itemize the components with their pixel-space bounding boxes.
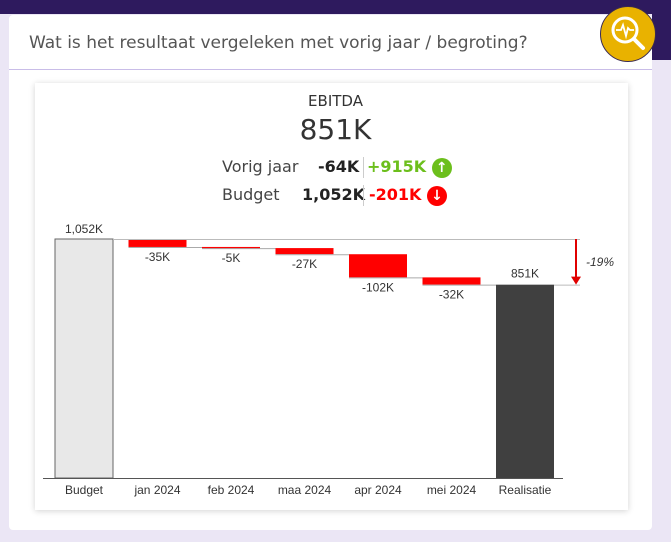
row-label: Budget (222, 185, 280, 204)
x-tick-label: maa 2024 (278, 483, 332, 497)
bar-2 (202, 246, 260, 249)
bar-5 (422, 277, 481, 285)
row-label: Vorig jaar (222, 157, 299, 176)
x-tick-label: apr 2024 (354, 483, 402, 497)
right-band (652, 0, 671, 60)
bar-3 (275, 248, 334, 255)
variance-label: -19% (586, 255, 614, 269)
data-label: 1,052K (65, 222, 103, 236)
x-tick-label: feb 2024 (208, 483, 255, 497)
data-label: -35K (145, 250, 170, 264)
divider (9, 69, 652, 70)
row-value: 1,052K (302, 185, 366, 204)
kpi-label: EBITDA (308, 92, 363, 110)
arrow-up-icon: ↑ (431, 157, 452, 178)
data-label: -32K (439, 288, 464, 302)
delta-text: -201K (369, 185, 422, 204)
x-tick-label: Realisatie (499, 483, 552, 497)
kpi-value: 851K (299, 113, 372, 146)
delta-text: +915K (367, 157, 427, 176)
bar-4 (349, 254, 407, 278)
x-tick-label: Budget (65, 483, 104, 497)
x-tick-label: jan 2024 (133, 483, 180, 497)
card-title: Wat is het resultaat vergeleken met vori… (29, 33, 528, 53)
data-label: 851K (511, 267, 539, 281)
arrow-down-icon: ↓ (427, 185, 448, 206)
row-delta: -201K ↓ (363, 185, 448, 206)
row-value: -64K (318, 157, 360, 176)
bar-0 (54, 238, 114, 479)
kpi-row-vorig-jaar: Vorig jaar (222, 157, 298, 176)
kpi-row-budget: Budget (222, 185, 280, 204)
row-delta: +915K ↑ (363, 157, 452, 178)
bar-1 (128, 239, 187, 247)
bar-6 (496, 284, 554, 478)
analytics-search-icon[interactable] (600, 6, 656, 62)
data-label: -102K (362, 280, 394, 294)
variance-arrowhead (571, 276, 581, 285)
data-label: -27K (292, 257, 317, 271)
top-band (0, 0, 671, 14)
x-tick-label: mei 2024 (427, 483, 477, 497)
data-label: -5K (222, 251, 241, 265)
